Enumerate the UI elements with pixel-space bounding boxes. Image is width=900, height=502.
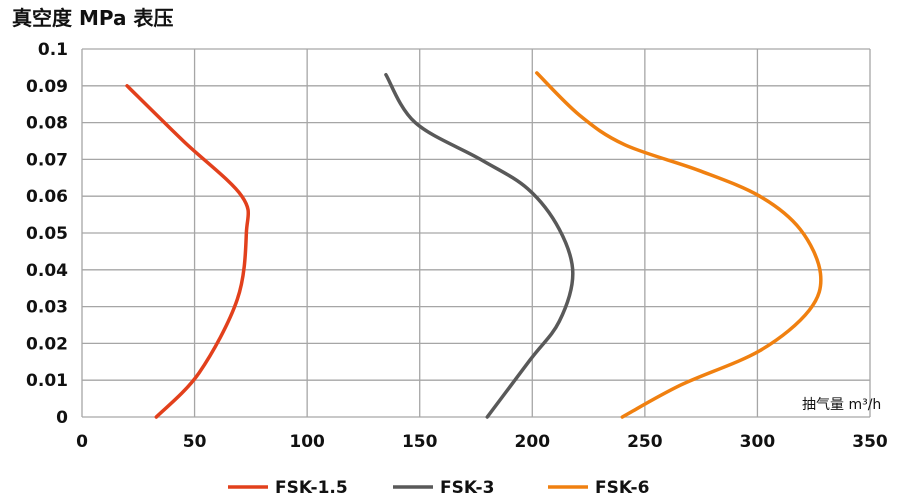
y-tick-label: 0.01 [26,371,68,391]
legend-item-FSK-3: FSK-3 [393,478,494,498]
x-axis-label: 抽气量 m³/h [802,397,881,413]
x-tick-label: 300 [740,432,776,452]
y-tick-label: 0.1 [38,40,68,60]
legend: FSK-1.5 FSK-3 FSK-6 [228,478,649,498]
x-tick-label: 250 [627,432,663,452]
x-tick-label: 50 [183,432,207,452]
legend-label: FSK-6 [595,478,649,498]
y-tick-label: 0.05 [26,224,68,244]
y-tick-label: 0 [56,408,68,428]
y-tick-label: 0.06 [26,187,68,207]
y-tick-label: 0.09 [26,77,68,97]
series-line-FSK-3 [384,73,575,419]
y-tick-label: 0.03 [26,298,68,318]
grid [81,48,871,418]
legend-label: FSK-3 [440,478,494,498]
y-tick-label: 0.08 [26,114,68,134]
legend-item-FSK-6: FSK-6 [548,478,649,498]
series-line-FSK-1.5 [125,84,251,419]
legend-item-FSK-1.5: FSK-1.5 [228,478,348,498]
tick-labels: 0 50 100 150 200 250 300 350 0 0.01 0.02 0.03 0.04 0.… [26,40,888,452]
x-tick-label: 150 [402,432,438,452]
x-tick-label: 350 [852,432,888,452]
y-tick-label: 0.04 [26,261,68,281]
y-tick-label: 0.02 [26,334,68,354]
y-tick-label: 0.07 [26,150,68,170]
legend-label: FSK-1.5 [275,478,348,498]
chart-title: 真空度 MPa 表压 [12,6,173,30]
series-line-FSK-6 [535,71,823,419]
series-lines [125,71,823,419]
x-tick-label: 0 [76,432,88,452]
x-tick-label: 100 [289,432,325,452]
x-tick-label: 200 [515,432,551,452]
